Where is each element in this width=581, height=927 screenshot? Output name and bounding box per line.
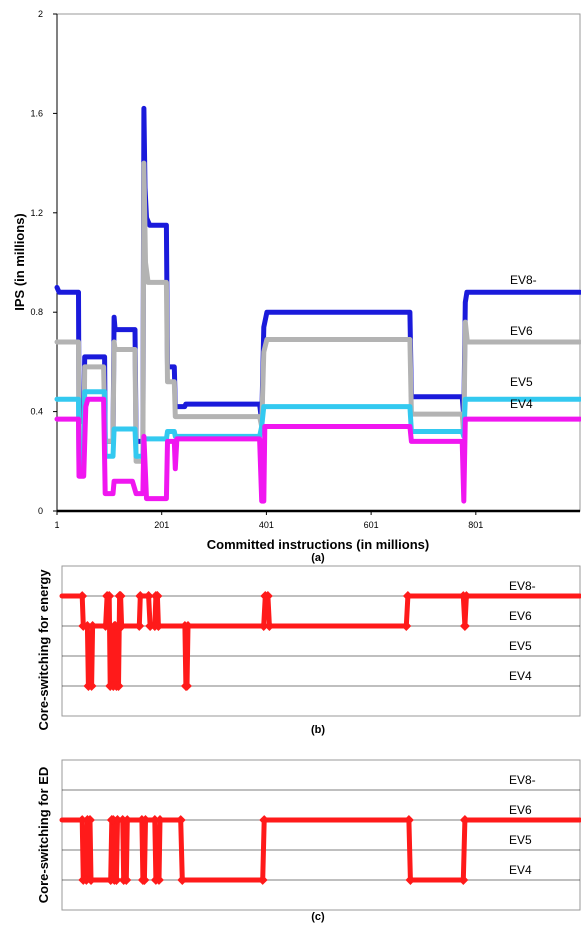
switch-marker <box>86 875 96 885</box>
level-label: EV6 <box>509 803 532 817</box>
switch-marker <box>264 621 275 631</box>
chart-b-plot-border <box>61 565 581 717</box>
switch-marker <box>154 875 164 885</box>
switch-marker <box>85 815 95 825</box>
switch-marker <box>153 621 164 631</box>
chart-b-switching-trace <box>59 591 581 691</box>
switch-marker <box>183 621 193 631</box>
switch-marker <box>262 591 273 601</box>
chart-a: 0 0.4 0.8 1.2 1.6 2 1 201 401 601 801 EV8- EV6 EV5… <box>12 9 581 564</box>
switching-line <box>59 593 581 689</box>
switch-marker <box>402 591 413 601</box>
switch-marker <box>175 815 186 825</box>
switch-marker <box>403 815 414 825</box>
chart-a-y-axis-title: IPS (in millions) <box>12 213 27 311</box>
series-label-ev8: EV8- <box>510 273 537 287</box>
switch-marker <box>155 815 165 825</box>
switch-marker <box>77 591 88 601</box>
switch-marker <box>152 591 163 601</box>
x-tick-label: 601 <box>364 520 379 530</box>
x-tick-label: 801 <box>468 520 483 530</box>
switch-marker <box>459 621 470 631</box>
switch-marker <box>122 815 133 825</box>
switch-marker <box>135 591 146 601</box>
switch-marker <box>143 591 154 601</box>
chart-b-y-axis-title: Core-switching for energy <box>36 569 51 731</box>
switch-marker <box>459 815 470 825</box>
switch-marker <box>111 875 122 885</box>
y-tick-label: 1.6 <box>30 108 43 118</box>
chart-a-caption: (a) <box>311 552 325 564</box>
switch-marker <box>100 621 111 631</box>
series-label-ev4: EV4 <box>510 397 533 411</box>
level-label: EV4 <box>509 669 532 683</box>
level-label: EV5 <box>509 639 532 653</box>
switch-marker <box>182 681 192 691</box>
chart-b-caption: (b) <box>311 724 325 736</box>
chart-c-caption: (c) <box>311 911 325 923</box>
switch-marker <box>405 875 416 885</box>
y-tick-label: 2 <box>38 9 43 19</box>
series-label-ev5: EV5 <box>510 375 533 389</box>
switch-marker <box>139 875 150 885</box>
switch-marker <box>458 875 469 885</box>
switch-marker <box>259 815 270 825</box>
level-label: EV5 <box>509 833 532 847</box>
level-label: EV6 <box>509 609 532 623</box>
chart-c-plot-border <box>61 759 581 911</box>
level-label: EV4 <box>509 863 532 877</box>
y-tick-label: 0.8 <box>30 307 43 317</box>
y-tick-label: 0 <box>38 506 43 516</box>
x-tick-label: 1 <box>54 520 59 530</box>
switch-marker <box>121 875 132 885</box>
chart-a-series-lines <box>54 105 581 504</box>
x-tick-label: 201 <box>154 520 169 530</box>
switch-marker <box>461 591 472 601</box>
chart-a-ticks: 0 0.4 0.8 1.2 1.6 2 1 201 401 601 801 <box>30 9 483 530</box>
level-label: EV8- <box>509 579 536 593</box>
chart-c: EV8- EV6 EV5 EV4 Core-switching for ED (c) <box>36 759 581 923</box>
switch-marker <box>134 621 145 631</box>
switching-line <box>59 817 581 883</box>
chart-a-x-axis-title: Committed instructions (in millions) <box>207 537 429 552</box>
chart-c-level-labels: EV8- EV6 EV5 EV4 <box>509 773 536 877</box>
series-line-ev4 <box>54 396 581 504</box>
series-label-ev6: EV6 <box>510 324 533 338</box>
x-tick-label: 401 <box>259 520 274 530</box>
switch-marker <box>401 621 412 631</box>
chart-b-level-labels: EV8- EV6 EV5 EV4 <box>509 579 536 683</box>
switch-marker <box>257 875 268 885</box>
y-tick-label: 0.4 <box>30 407 43 417</box>
switch-marker <box>86 681 97 691</box>
chart-c-y-axis-title: Core-switching for ED <box>36 767 51 904</box>
switch-marker <box>177 875 188 885</box>
level-label: EV8- <box>509 773 536 787</box>
y-tick-label: 1.2 <box>30 208 43 218</box>
